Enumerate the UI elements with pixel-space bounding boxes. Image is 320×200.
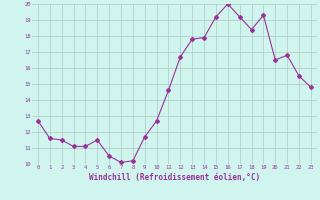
X-axis label: Windchill (Refroidissement éolien,°C): Windchill (Refroidissement éolien,°C) bbox=[89, 173, 260, 182]
